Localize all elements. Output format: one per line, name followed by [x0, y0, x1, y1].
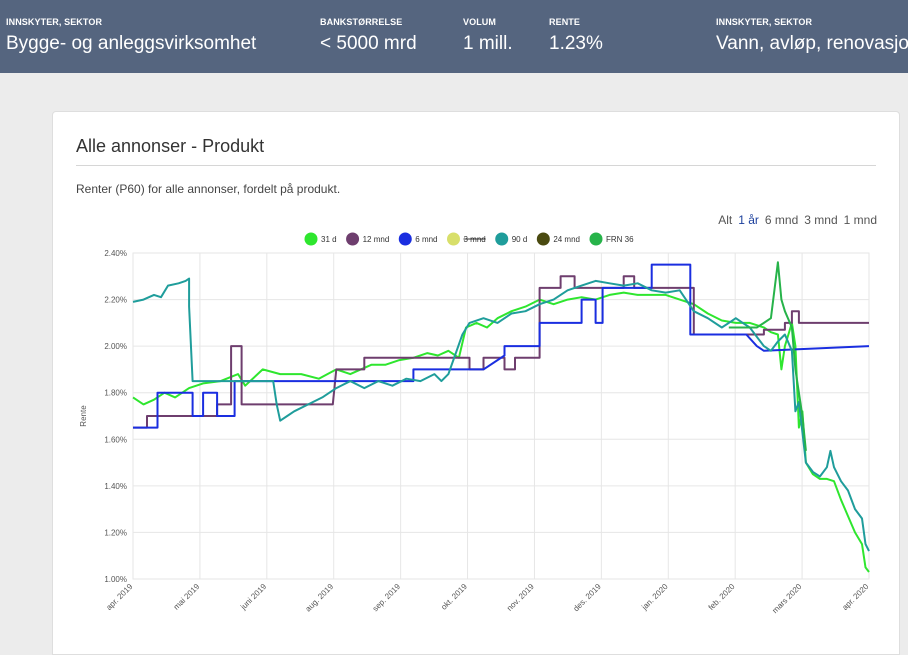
x-tick-label: mars 2020 — [770, 582, 803, 615]
legend-swatch — [398, 232, 412, 246]
ticker-label: VOLUM — [463, 17, 496, 27]
chart-card: Alle annonser - Produkt Renter (P60) for… — [52, 111, 900, 655]
series-line-90-d — [132, 277, 870, 552]
x-tick-label: apr. 2020 — [840, 582, 870, 612]
y-tick-label: 1.40% — [104, 482, 127, 491]
range-selector: Alt 1 år 6 mnd 3 mnd 1 mnd — [718, 213, 877, 227]
ticker-value: Vann, avløp, renovasjon — [716, 33, 908, 54]
legend-swatch — [304, 232, 318, 246]
plot-area — [132, 252, 870, 580]
y-tick-label: 1.20% — [104, 528, 127, 537]
legend-label: 6 mnd — [415, 235, 437, 244]
ticker-value: Bygge- og anleggsvirksomhet — [6, 33, 257, 54]
legend-item[interactable]: 24 mnd — [536, 232, 580, 246]
legend-label: 31 d — [321, 235, 337, 244]
x-tick-label: feb. 2020 — [707, 582, 737, 612]
y-tick-label: 2.20% — [104, 296, 127, 305]
range-option-1-year[interactable]: 1 år — [738, 213, 759, 227]
x-tick-label: aug. 2019 — [304, 582, 336, 614]
x-tick-label: okt. 2019 — [439, 582, 469, 612]
x-tick-label: nov. 2019 — [505, 582, 536, 613]
legend-swatch — [346, 232, 360, 246]
x-tick-label: jan. 2020 — [639, 582, 670, 613]
ticker-label: RENTE — [549, 17, 581, 27]
legend-item[interactable]: 6 mnd — [398, 232, 438, 246]
card-title: Alle annonser - Produkt — [76, 136, 265, 156]
ticker-bar: INNSKYTER, SEKTOR Bygge- og anleggsvirks… — [0, 0, 908, 73]
legend-item[interactable]: 90 d — [495, 232, 528, 246]
rate-chart: 2.40% 2.20% 2.00% 1.80% 1.60% 1.40% 1.20% 1.00%… — [79, 232, 871, 615]
y-tick-label: 1.80% — [104, 389, 127, 398]
x-tick-label: mai 2019 — [172, 582, 202, 612]
legend-label: FRN 36 — [606, 235, 634, 244]
x-tick-label: apr. 2019 — [104, 582, 134, 612]
title-divider — [76, 165, 876, 166]
y-axis-title: Rente — [79, 405, 88, 427]
ticker-value: 1 mill. — [463, 33, 513, 54]
ticker-value: < 5000 mrd — [320, 33, 417, 54]
y-tick-label: 2.00% — [104, 342, 127, 351]
range-option-alt[interactable]: Alt — [718, 213, 733, 227]
legend-swatch — [447, 232, 460, 246]
series-line-frn-36 — [728, 261, 807, 451]
range-option-1-month[interactable]: 1 mnd — [843, 213, 877, 227]
legend-item[interactable]: FRN 36 — [589, 232, 635, 246]
legend-label: 24 mnd — [553, 235, 580, 244]
x-tick-label: des. 2019 — [572, 582, 604, 614]
series-line-6-mnd — [133, 263, 870, 429]
legend-swatch — [589, 232, 603, 246]
y-tick-label: 1.00% — [104, 575, 127, 584]
legend-label: 90 d — [512, 235, 528, 244]
card-description: Renter (P60) for alle annonser, fordelt … — [76, 182, 341, 196]
ticker-label: BANKSTØRRELSE — [320, 17, 403, 27]
y-tick-label: 2.40% — [104, 249, 127, 258]
ticker-value: 1.23% — [549, 33, 603, 54]
legend-item[interactable]: 3 mnd — [447, 232, 486, 246]
legend-label: 12 mnd — [363, 235, 390, 244]
range-option-3-months[interactable]: 3 mnd — [804, 213, 838, 227]
legend-item[interactable]: 31 d — [304, 232, 337, 246]
ticker-label: INNSKYTER, SEKTOR — [6, 17, 103, 27]
ticker-label: INNSKYTER, SEKTOR — [716, 17, 813, 27]
x-tick-label: sep. 2019 — [371, 582, 403, 614]
series-line-12-mnd — [133, 275, 869, 429]
legend-swatch — [495, 232, 509, 246]
range-option-6-months[interactable]: 6 mnd — [764, 213, 799, 227]
legend-item[interactable]: 12 mnd — [346, 232, 390, 246]
legend-swatch — [536, 232, 550, 246]
y-tick-label: 1.60% — [104, 435, 127, 444]
x-tick-label: juni 2019 — [238, 582, 268, 612]
